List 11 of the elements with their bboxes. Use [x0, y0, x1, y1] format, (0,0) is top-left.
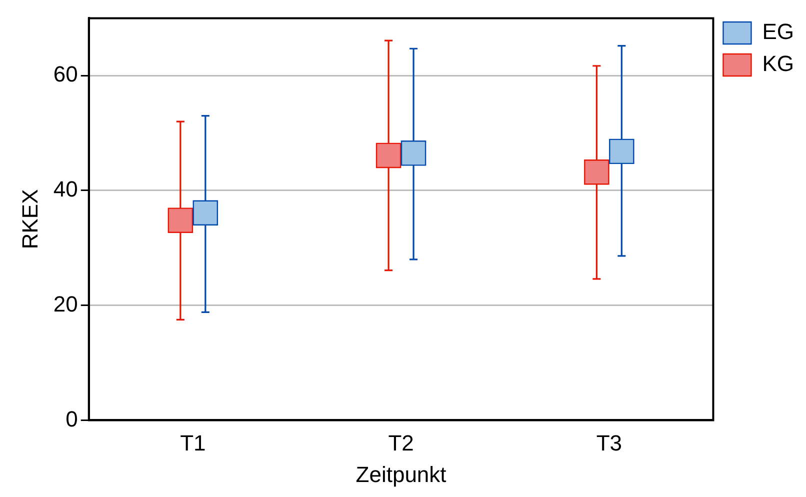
y-axis-title: RKEX	[17, 188, 42, 250]
legend-label: KG	[762, 51, 794, 76]
y-tick-label: 20	[53, 291, 78, 316]
x-tick-label: T2	[388, 430, 414, 456]
legend-label: EG	[762, 19, 794, 44]
x-tick-label: T3	[596, 430, 622, 456]
x-tick-label: T1	[180, 430, 206, 456]
y-tick-label: 0	[66, 406, 78, 432]
y-tick-label: 60	[53, 62, 78, 87]
y-tick-label: 40	[53, 176, 78, 202]
x-axis-title: Zeitpunkt	[356, 462, 446, 487]
